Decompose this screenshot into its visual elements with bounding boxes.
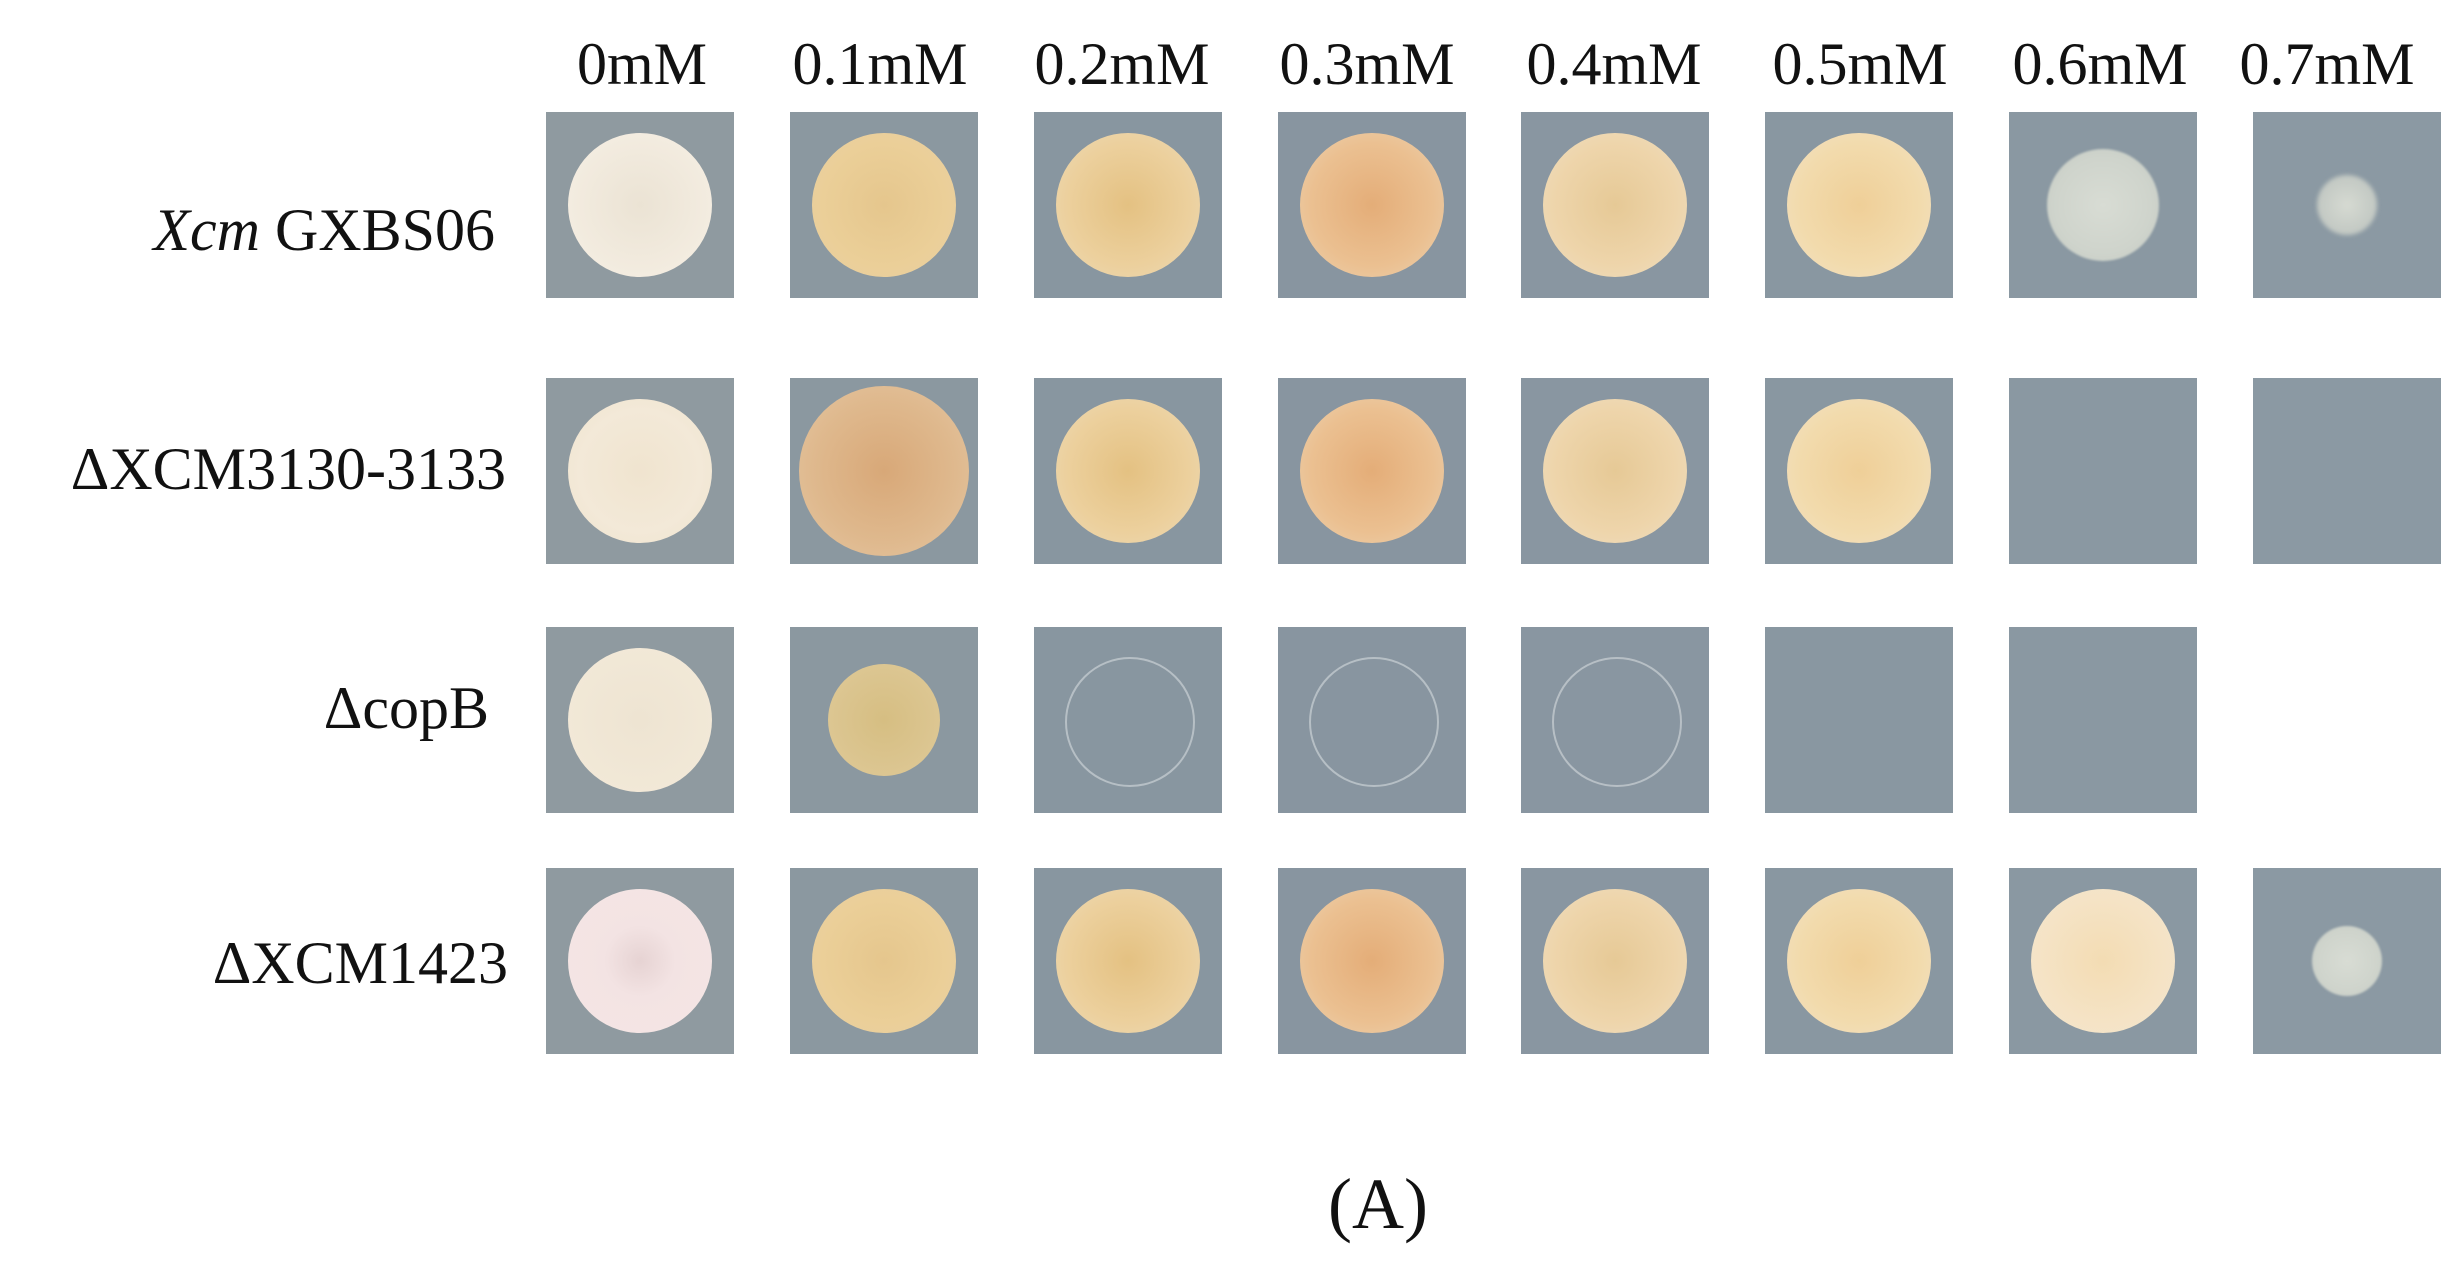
plate-3-4 xyxy=(1521,868,1709,1054)
colony xyxy=(812,889,956,1033)
plate-0-4 xyxy=(1521,112,1709,298)
plate-0-3 xyxy=(1278,112,1466,298)
colony xyxy=(828,664,940,776)
colony xyxy=(2312,926,2382,996)
plate-3-5 xyxy=(1765,868,1953,1054)
plate-0-1 xyxy=(790,112,978,298)
plate-3-2 xyxy=(1034,868,1222,1054)
colony xyxy=(2031,889,2175,1033)
colony xyxy=(1543,889,1687,1033)
column-label-0.1mM: 0.1mM xyxy=(792,31,968,97)
column-label-0mM: 0mM xyxy=(576,31,708,97)
plate-0-0 xyxy=(546,112,734,298)
column-label-0.4mM: 0.4mM xyxy=(1526,31,1702,97)
colony xyxy=(1300,399,1444,543)
colony xyxy=(1787,133,1931,277)
plate-1-3 xyxy=(1278,378,1466,564)
colony xyxy=(568,133,712,277)
colony xyxy=(812,133,956,277)
plate-1-5 xyxy=(1765,378,1953,564)
plate-0-6 xyxy=(2009,112,2197,298)
plate-2-2 xyxy=(1034,627,1222,813)
plate-3-3 xyxy=(1278,868,1466,1054)
plate-2-6 xyxy=(2009,627,2197,813)
colony xyxy=(2317,175,2377,235)
plate-1-1 xyxy=(790,378,978,564)
colony xyxy=(1065,657,1195,787)
panel-label: (A) xyxy=(1328,1164,1428,1244)
row-label-wildtype: Xcm GXBS06 xyxy=(153,197,495,263)
column-label-0.6mM: 0.6mM xyxy=(2012,31,2188,97)
plate-0-5 xyxy=(1765,112,1953,298)
plate-2-1 xyxy=(790,627,978,813)
plate-1-4 xyxy=(1521,378,1709,564)
colony xyxy=(1787,399,1931,543)
plate-0-2 xyxy=(1034,112,1222,298)
plate-2-0 xyxy=(546,627,734,813)
colony xyxy=(568,889,712,1033)
plate-0-7 xyxy=(2253,112,2441,298)
colony xyxy=(568,648,712,792)
plate-2-4 xyxy=(1521,627,1709,813)
colony xyxy=(2047,149,2159,261)
colony xyxy=(1056,399,1200,543)
column-label-0.7mM: 0.7mM xyxy=(2239,31,2415,97)
plate-1-6 xyxy=(2009,378,2197,564)
colony xyxy=(1787,889,1931,1033)
colony xyxy=(1552,657,1682,787)
colony xyxy=(1056,133,1200,277)
colony xyxy=(1300,133,1444,277)
colony xyxy=(1300,889,1444,1033)
plate-3-1 xyxy=(790,868,978,1054)
plate-1-7 xyxy=(2253,378,2441,564)
colony xyxy=(1309,657,1439,787)
plate-3-7 xyxy=(2253,868,2441,1054)
row-label-copb: ΔcopB xyxy=(323,675,489,741)
colony xyxy=(1543,133,1687,277)
plate-1-2 xyxy=(1034,378,1222,564)
column-label-0.5mM: 0.5mM xyxy=(1772,31,1948,97)
column-label-0.3mM: 0.3mM xyxy=(1279,31,1455,97)
plate-1-0 xyxy=(546,378,734,564)
colony xyxy=(1056,889,1200,1033)
row-label-xcm3130-3133: ΔXCM3130-3133 xyxy=(70,436,506,502)
colony xyxy=(1543,399,1687,543)
plate-2-3 xyxy=(1278,627,1466,813)
plate-3-0 xyxy=(546,868,734,1054)
row-label-xcm1423: ΔXCM1423 xyxy=(212,930,508,996)
plate-3-6 xyxy=(2009,868,2197,1054)
colony xyxy=(568,399,712,543)
colony xyxy=(799,386,969,556)
column-label-0.2mM: 0.2mM xyxy=(1034,31,1210,97)
plate-2-5 xyxy=(1765,627,1953,813)
